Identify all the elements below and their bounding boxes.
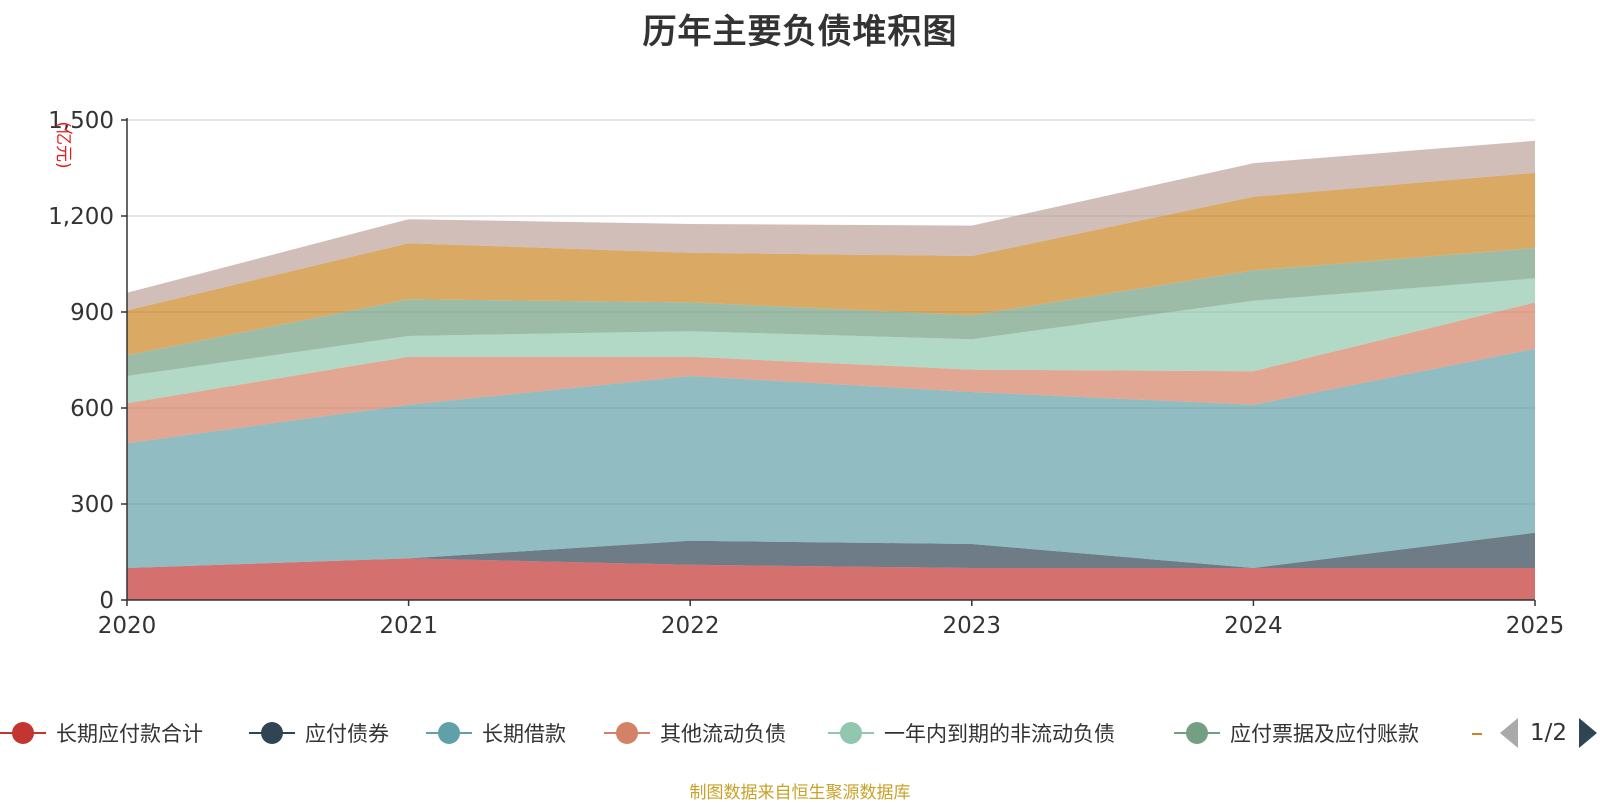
- legend-item-3[interactable]: 其他流动负债: [604, 716, 786, 750]
- x-tick-label: 2020: [98, 613, 157, 639]
- x-tick-label: 2023: [943, 613, 1002, 639]
- area-series-3: [127, 302, 1535, 444]
- x-tick-label: 2021: [379, 613, 438, 639]
- y-tick-label: 300: [70, 492, 114, 518]
- legend-marker-dot: [1186, 722, 1208, 744]
- area-series-5: [127, 248, 1535, 376]
- area-series-2: [127, 348, 1535, 568]
- legend-next-page-icon[interactable]: [1579, 718, 1598, 748]
- legend-marker-dot: [261, 722, 283, 744]
- legend-marker-icon: [249, 716, 295, 750]
- x-tick-label: 2025: [1506, 613, 1565, 639]
- legend-item-4[interactable]: 一年内到期的非流动负债: [828, 716, 1115, 750]
- data-source-note: 制图数据来自恒生聚源数据库: [689, 783, 911, 803]
- x-tick-label: 2024: [1224, 613, 1283, 639]
- area-series-7: [127, 140, 1535, 311]
- legend-item-label: 长期应付款合计: [56, 722, 203, 746]
- area-series-1: [127, 532, 1535, 568]
- chart-title: 历年主要负债堆积图: [642, 12, 958, 52]
- y-tick-label: 600: [70, 396, 114, 422]
- legend-pager: 1/2: [1500, 716, 1598, 750]
- legend-item-label: 应付债券: [305, 722, 389, 746]
- legend-item-label: 一年内到期的非流动负债: [884, 722, 1115, 746]
- legend-partial-item-marker: [1472, 733, 1482, 735]
- y-tick-label: 0: [99, 588, 114, 614]
- area-series: [127, 140, 1535, 600]
- legend-page-indicator: 1/2: [1530, 720, 1568, 746]
- legend-marker-icon: [1174, 716, 1220, 750]
- chart-legend: 长期应付款合计 应付债券 长期借款 其他流动负债 一年内到期的非流动负债 应付票据及应付账…: [0, 716, 1600, 750]
- legend-marker-dot: [438, 722, 460, 744]
- legend-item-0[interactable]: 长期应付款合计: [0, 716, 203, 750]
- legend-marker-icon: [426, 716, 472, 750]
- y-axis-unit-label: (亿元): [53, 121, 73, 168]
- area-series-6: [127, 172, 1535, 356]
- legend-marker-icon: [828, 716, 874, 750]
- y-tick-label: 1,200: [48, 204, 114, 230]
- legend-item-label: 长期借款: [482, 722, 566, 746]
- y-tick-label: 1,500: [48, 108, 114, 134]
- legend-marker-dot: [616, 722, 638, 744]
- legend-item-1[interactable]: 应付债券: [249, 716, 389, 750]
- legend-marker-dot: [12, 722, 34, 744]
- legend-prev-page-icon[interactable]: [1500, 718, 1518, 748]
- y-tick-label: 900: [70, 300, 114, 326]
- x-tick-label: 2022: [661, 613, 720, 639]
- legend-item-2[interactable]: 长期借款: [426, 716, 566, 750]
- legend-item-label: 应付票据及应付账款: [1230, 722, 1419, 746]
- legend-marker-icon: [0, 716, 46, 750]
- area-series-4: [127, 278, 1535, 404]
- legend-marker-icon: [604, 716, 650, 750]
- legend-marker-dot: [840, 722, 862, 744]
- axes: 0 300 600 900 1,200 1,500 2020 2021 2022 2023 2024…: [48, 108, 1564, 639]
- stacked-area-chart: 0 300 600 900 1,200 1,500 2020 2021 2022 2023 2024…: [48, 108, 1564, 639]
- area-series-0: [127, 558, 1535, 600]
- legend-item-5[interactable]: 应付票据及应付账款: [1174, 716, 1419, 750]
- legend-item-label: 其他流动负债: [660, 722, 786, 746]
